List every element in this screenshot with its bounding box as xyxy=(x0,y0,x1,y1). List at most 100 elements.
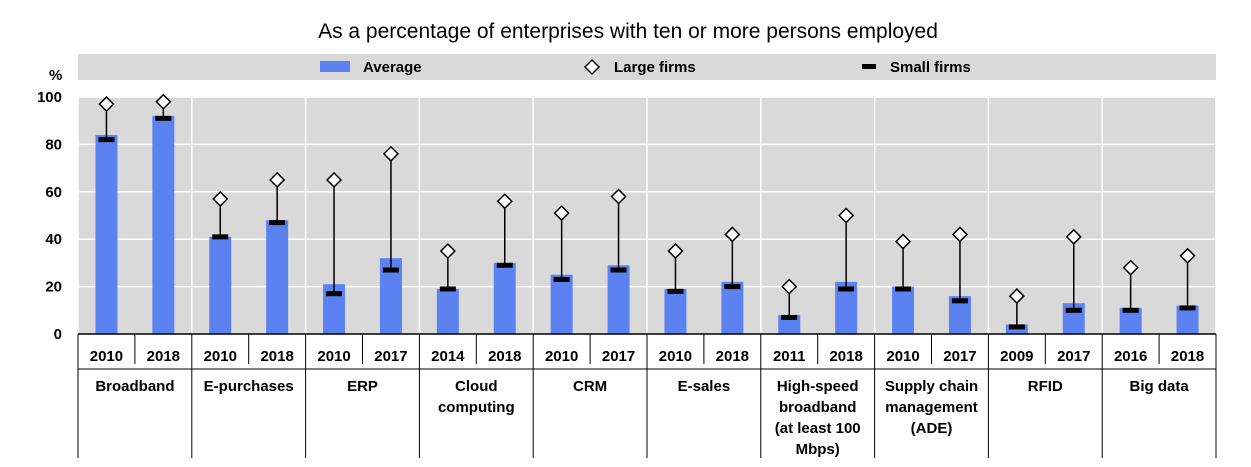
x-category-label: CRM xyxy=(573,378,607,395)
marker-small-firms xyxy=(496,262,513,268)
y-tick-label: 20 xyxy=(45,279,62,296)
marker-large-firms xyxy=(269,171,286,189)
marker-large-firms xyxy=(1065,228,1082,245)
whiskers xyxy=(105,101,1189,327)
x-tick-label-year: 2017 xyxy=(1057,348,1090,365)
marker-small-firms xyxy=(1065,307,1082,313)
marker-small-firms xyxy=(667,288,684,294)
marker-small-firms xyxy=(1008,324,1025,330)
x-tick-label-year: 2018 xyxy=(829,348,862,365)
marker-small-firms xyxy=(951,298,968,304)
x-tick-label-year: 2014 xyxy=(431,348,465,365)
x-category-label: broadband xyxy=(779,399,857,416)
x-axis: 2010 2018 Broadband 2010 2018 E-purchases 2010… xyxy=(77,333,1217,458)
marker-large-firms xyxy=(894,233,912,250)
x-tick-label-year: 2018 xyxy=(716,348,749,365)
bar-average xyxy=(209,236,232,334)
bar-average xyxy=(948,296,971,334)
legend-swatch-average xyxy=(320,61,350,72)
x-category-label: E-purchases xyxy=(204,378,294,395)
x-tick-label-year: 2017 xyxy=(943,348,976,365)
x-tick-label-year: 2018 xyxy=(488,348,521,365)
y-tick-label: 100 xyxy=(37,89,62,106)
x-tick-label-year: 2018 xyxy=(147,348,180,365)
x-category-label: (at least 100 xyxy=(775,420,861,437)
marker-large-firms xyxy=(496,193,513,210)
x-tick-label-year: 2018 xyxy=(1171,348,1204,365)
x-category-label: E-sales xyxy=(678,378,731,395)
x-tick-label-year: 2010 xyxy=(659,348,692,365)
x-tick-label-year: 2018 xyxy=(260,348,293,365)
x-tick-label-year: 2010 xyxy=(204,348,237,365)
bar-average xyxy=(266,220,289,334)
y-axis-ticks: 0 20 40 60 80 100 xyxy=(37,89,62,343)
legend-background xyxy=(78,54,1216,80)
bar-average xyxy=(550,274,573,334)
marker-small-firms xyxy=(838,286,855,292)
x-category-label: Cloud xyxy=(455,378,498,395)
marker-small-firms xyxy=(553,276,570,282)
x-category-label: management xyxy=(885,399,978,416)
bar-average xyxy=(152,115,175,335)
x-tick-label-year: 2010 xyxy=(90,348,123,365)
bar-average xyxy=(95,134,118,334)
x-category-label: Supply chain xyxy=(885,378,978,395)
plot-area xyxy=(77,93,1217,335)
bar-average xyxy=(721,281,744,334)
marker-small-firms xyxy=(1179,305,1196,311)
x-category-label: Broadband xyxy=(95,378,174,395)
y-tick-label: 60 xyxy=(45,184,62,201)
marker-large-firms xyxy=(667,242,684,260)
marker-small-firms xyxy=(98,137,115,143)
marker-small-firms xyxy=(439,286,456,292)
marker-large-firms xyxy=(838,207,855,224)
marker-large-firms xyxy=(781,278,798,295)
x-category-label: High-speed xyxy=(777,378,859,395)
marker-small-firms xyxy=(269,220,286,226)
marker-large-firms xyxy=(439,242,456,260)
marker-small-firms xyxy=(781,314,798,320)
bar-average xyxy=(436,288,459,334)
x-category-label: computing xyxy=(438,399,515,416)
x-tick-label-year: 2011 xyxy=(773,348,806,365)
marker-large-firms xyxy=(724,226,741,243)
x-category-label: (ADE) xyxy=(911,420,953,437)
x-tick-label-year: 2010 xyxy=(886,348,919,365)
marker-small-firms xyxy=(382,267,399,273)
marker-small-firms xyxy=(326,291,343,297)
legend: Average Large firms Small firms xyxy=(78,54,1216,80)
x-category-label: RFID xyxy=(1028,378,1063,395)
markers-large-firms xyxy=(98,93,1196,305)
x-tick-label-year: 2016 xyxy=(1114,348,1147,365)
marker-large-firms xyxy=(951,226,969,243)
legend-label-small-firms: Small firms xyxy=(890,59,971,76)
bar-average xyxy=(493,262,516,334)
y-tick-label: 40 xyxy=(45,231,62,248)
marker-large-firms xyxy=(98,96,115,113)
legend-marker-large-firms xyxy=(583,58,601,76)
x-category-label: ERP xyxy=(347,378,378,395)
bar-average xyxy=(607,265,630,334)
marker-small-firms xyxy=(724,284,741,290)
y-axis-unit-label: % xyxy=(49,67,62,84)
bar-average xyxy=(835,281,858,334)
x-category-label: Big data xyxy=(1130,378,1190,395)
marker-small-firms xyxy=(610,267,627,273)
marker-small-firms xyxy=(212,234,229,240)
x-tick-label-year: 2009 xyxy=(1000,348,1033,365)
marker-large-firms xyxy=(1179,247,1196,264)
y-tick-label: 0 xyxy=(54,326,62,343)
chart-title: As a percentage of enterprises with ten … xyxy=(318,20,938,43)
marker-large-firms xyxy=(610,188,627,205)
marker-large-firms xyxy=(212,190,229,207)
legend-label-large-firms: Large firms xyxy=(614,59,696,76)
y-tick-label: 80 xyxy=(45,136,62,153)
bar-average xyxy=(379,258,402,334)
x-tick-label-year: 2010 xyxy=(545,348,578,365)
legend-marker-small-firms xyxy=(862,64,876,69)
marker-small-firms xyxy=(1122,307,1139,313)
x-tick-label-year: 2010 xyxy=(317,348,350,365)
markers-small-firms xyxy=(98,115,1196,330)
marker-small-firms xyxy=(155,115,172,121)
